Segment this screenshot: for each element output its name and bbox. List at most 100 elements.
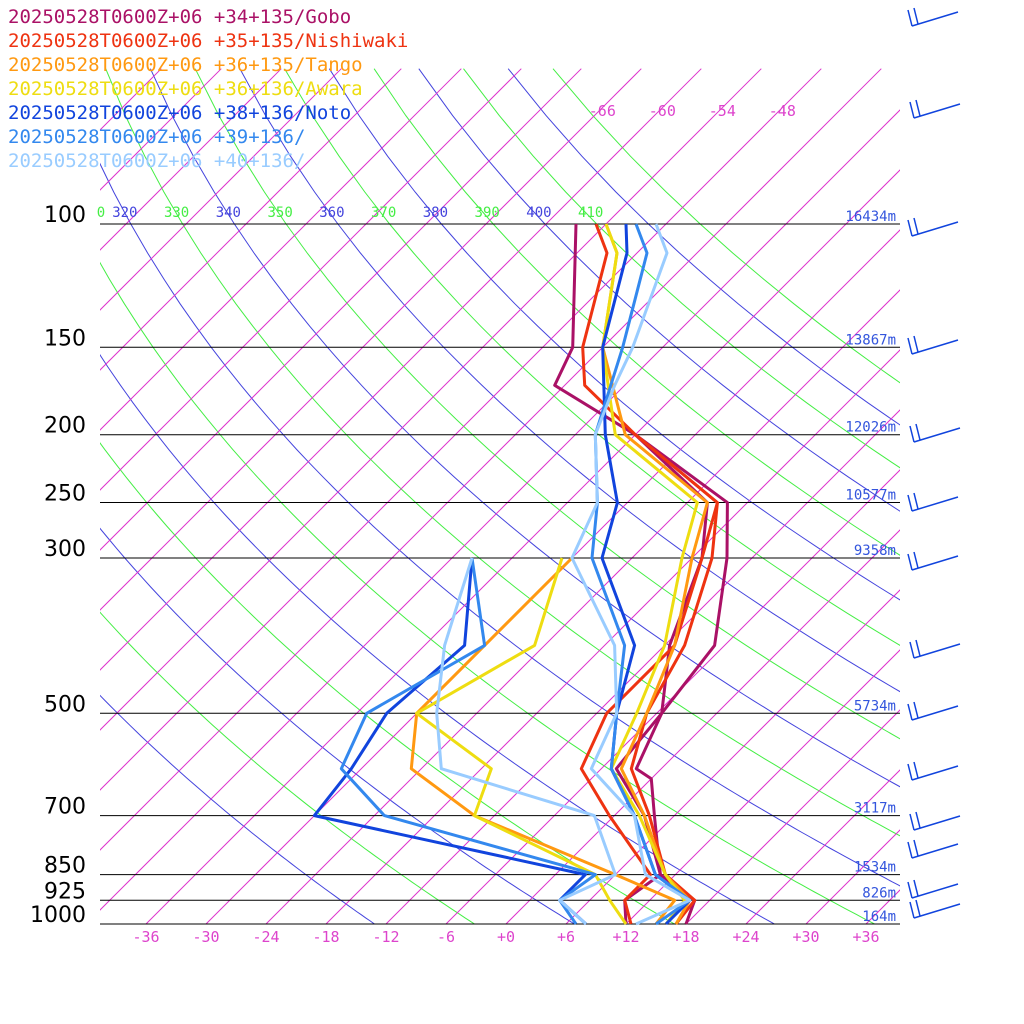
wind-barb [907, 879, 959, 899]
pressure-label-925: 925 [44, 879, 86, 904]
dry-adiabat [100, 354, 775, 924]
pressure-label-200: 200 [44, 414, 86, 439]
theta-tick-label: 360 [319, 205, 344, 221]
dry-adiabat [328, 68, 900, 601]
isotherm [100, 68, 282, 251]
isotherm [265, 289, 900, 924]
dry-adiabat [507, 68, 900, 426]
isotherm [145, 169, 900, 924]
isotherm [100, 68, 642, 611]
pressure-label-700: 700 [44, 795, 86, 820]
wind-barb [907, 701, 959, 721]
upper-temperature-axis: -66 -60 -54 -48 [589, 102, 796, 120]
temp-tick-label: -24 [252, 928, 279, 946]
temp-tick-label: +6 [557, 928, 575, 946]
temp-tick-label: +30 [792, 928, 819, 946]
isotherm [625, 649, 900, 924]
wind-barb [907, 7, 959, 27]
upper-temp-tick-label: -66 [589, 102, 616, 120]
isotherm [385, 409, 900, 924]
theta-tick-label: 330 [164, 205, 189, 221]
dry-adiabat [373, 68, 900, 556]
pressure-label-500: 500 [44, 692, 86, 717]
temp-tick-label: +24 [732, 928, 759, 946]
wind-barb [907, 551, 959, 571]
isotherm [986, 69, 1024, 924]
pressure-label-150: 150 [44, 326, 86, 351]
upper-temp-tick-label: -60 [649, 102, 676, 120]
dewpoint-profile-1 [623, 433, 709, 925]
dry-adiabat [149, 68, 900, 788]
theta-tick-label: 410 [578, 205, 603, 221]
upper-temp-tick-label: -48 [769, 102, 796, 120]
wind-barb [909, 99, 961, 119]
dry-adiabat [418, 68, 900, 512]
dry-adiabat [100, 261, 875, 924]
dewpoint-profile-3 [409, 556, 677, 925]
dry-adiabat [239, 68, 900, 693]
temperature-axis: -36 -30 -24 -18 -12 -6 +0 +6 +12 +18 +24 +30 +36 [132, 928, 879, 946]
isotherm [100, 68, 462, 431]
legend-entry-1: 20250528T0600Z+06 +34+135/Gobo [8, 6, 351, 28]
isotherm [505, 529, 900, 924]
height-label-100: 16434m [845, 209, 896, 225]
temp-tick-label: -6 [437, 928, 455, 946]
height-label-850: 1534m [854, 860, 896, 876]
temp-tick-label: -18 [312, 928, 339, 946]
isotherm [100, 68, 762, 731]
isotherm [685, 709, 900, 924]
isotherm [100, 68, 702, 671]
upper-temp-tick-label: -54 [709, 102, 736, 120]
isotherm [100, 109, 900, 911]
legend-entry-5: 20250528T0600Z+06 +38+136/Noto [8, 102, 351, 124]
theta-tick-label: 320 [112, 205, 137, 221]
theta-axis: 0 320 330 340 350 360 370 380 390 400 410 [97, 205, 604, 221]
dewpoint-profile-4 [415, 557, 628, 925]
isotherm [325, 349, 900, 924]
wind-barb [907, 492, 959, 512]
pressure-label-100: 100 [44, 203, 86, 228]
theta-tick-label: 380 [423, 205, 448, 221]
dry-adiabat [100, 694, 375, 924]
temp-tick-label: -12 [372, 928, 399, 946]
legend-entry-4: 20250528T0600Z+06 +36+136/Awara [8, 78, 363, 100]
legend-entry-3: 20250528T0600Z+06 +36+135/Tango [8, 54, 363, 76]
theta-tick-label: 400 [526, 205, 551, 221]
pressure-label-300: 300 [44, 537, 86, 562]
isotherm [205, 229, 900, 924]
isotherm [926, 69, 1024, 924]
wind-barb [909, 811, 961, 831]
height-label-500: 5734m [854, 698, 896, 714]
dewpoint-profile-7 [435, 557, 617, 926]
isotherm [100, 68, 582, 551]
wind-barb [907, 335, 959, 355]
temperature-profile-7 [570, 223, 692, 926]
wind-barb [907, 761, 959, 781]
pressure-level-lines: 100 16434m 150 13867m 200 12026m 250 10577m 300 9… [30, 203, 900, 928]
temp-tick-label: +12 [612, 928, 639, 946]
dry-adiabat [105, 68, 900, 837]
pressure-label-850: 850 [44, 854, 86, 879]
height-label-925: 826m [862, 885, 896, 901]
temperature-profile-6 [590, 223, 692, 926]
theta-tick-label: 350 [267, 205, 292, 221]
pressure-label-1000: 1000 [30, 903, 86, 928]
isotherm [100, 68, 342, 311]
dry-adiabat [284, 68, 900, 646]
legend-entry-7: 20250528T0600Z+06 +40+136/ [8, 150, 305, 172]
wind-barb [909, 423, 961, 443]
temp-tick-label: +36 [852, 928, 879, 946]
pressure-label-250: 250 [44, 482, 86, 507]
theta-tick-label: 340 [216, 205, 241, 221]
isotherm [745, 769, 900, 924]
temp-tick-label: -30 [192, 928, 219, 946]
legend-entry-2: 20250528T0600Z+06 +35+135/Nishiwaki [8, 30, 408, 52]
theta-tick-label: 370 [371, 205, 396, 221]
theta-tick-label: 390 [475, 205, 500, 221]
legend: 20250528T0600Z+06 +34+135/Gobo20250528T0… [8, 6, 408, 172]
height-label-200: 12026m [845, 420, 896, 436]
dry-adiabat [463, 68, 900, 469]
isotherm [100, 68, 882, 851]
height-label-1000: 164m [862, 909, 896, 925]
